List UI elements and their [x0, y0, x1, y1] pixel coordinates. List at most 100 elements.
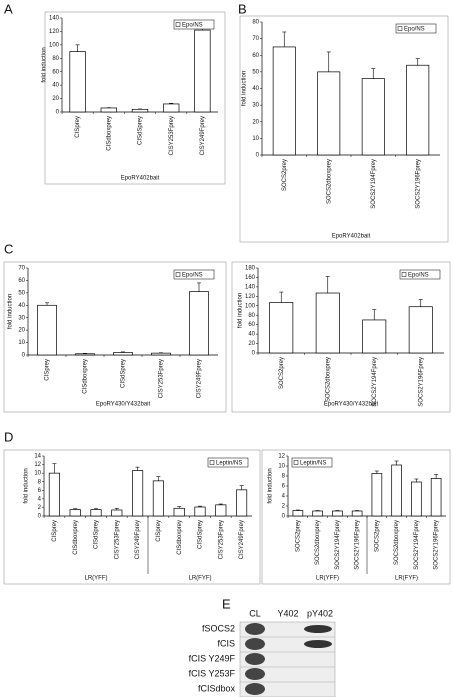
blot-row: fCIS Y253F: [189, 668, 236, 678]
bar: [361, 78, 385, 156]
y-tick-label: 0: [252, 351, 256, 357]
bar: [351, 510, 363, 517]
legend-box: [291, 457, 333, 468]
y-tick-label: 2: [38, 505, 42, 511]
legend-label: Leptin/NS: [300, 461, 326, 467]
x-axis-label: EpoRY402bait: [121, 176, 160, 182]
x-tick-label: SOCS2prey: [295, 520, 301, 552]
y-tick-label: 100: [245, 303, 256, 309]
blot-row: fSOCS2: [202, 623, 235, 633]
x-tick-label: SOCS2dboxprey: [325, 357, 331, 402]
y-tick-label: 50: [18, 290, 25, 296]
bar: [315, 292, 340, 354]
legend-box: [173, 19, 215, 30]
y-tick-label: 20: [18, 328, 25, 334]
panel-letter: A: [4, 1, 13, 16]
error-bar: [315, 510, 320, 511]
error-bar: [325, 276, 330, 294]
chart-frame: [3, 261, 227, 413]
bar: [163, 103, 180, 113]
bar: [332, 510, 343, 517]
x-tick-label: SOCS2Y194Fprey: [371, 159, 377, 209]
error-bar: [279, 291, 284, 303]
x-tick-label: CISdboxprey: [106, 116, 112, 151]
error-bar: [295, 509, 300, 511]
band: [304, 640, 332, 648]
x-tick-label: CISdboxprey: [73, 520, 79, 555]
error-bar: [414, 478, 419, 482]
blot-column: Y402: [277, 608, 298, 618]
bar: [151, 352, 171, 356]
x-tick-label: SOCS2Y196Fprey: [434, 520, 440, 570]
panel-letter: D: [4, 429, 13, 444]
bar: [236, 489, 248, 517]
chart-frame: [261, 449, 451, 585]
chart-frame: [231, 261, 451, 413]
x-tick-label: SOCS2prey: [374, 520, 380, 552]
error-bar: [418, 299, 423, 307]
bar: [391, 464, 402, 517]
bar: [430, 478, 442, 517]
bar: [317, 71, 341, 156]
y-tick-label: 10: [252, 136, 259, 142]
x-tick-label: CISY249Fprey: [135, 520, 141, 559]
x-tick-label: CISdSprey: [138, 116, 144, 145]
x-tick-label: CISdboxprey: [83, 359, 89, 394]
error-bar: [326, 51, 331, 72]
panel-letter: B: [238, 1, 247, 16]
y-tick-label: 8: [38, 479, 42, 485]
bar: [48, 472, 60, 517]
band: [304, 625, 332, 633]
y-tick-label: 10: [34, 471, 41, 477]
y-tick-label: 0: [56, 110, 60, 116]
x-tick-label: SOCS2Y196Fprey: [415, 159, 421, 209]
error-bar: [218, 503, 223, 505]
y-tick-label: 160: [245, 275, 256, 281]
y-tick-label: 30: [18, 315, 25, 321]
error-bar: [372, 309, 377, 320]
bar: [111, 509, 123, 517]
y-tick-label: 40: [248, 332, 255, 338]
y-tick-label: 60: [248, 322, 255, 328]
bar: [37, 304, 57, 356]
legend-swatch: [401, 272, 407, 277]
y-tick-label: 0: [22, 353, 26, 359]
error-bar: [197, 282, 201, 292]
bar: [132, 470, 144, 517]
y-tick-label: 20: [248, 341, 255, 347]
bar: [371, 473, 383, 517]
chart-frame: [3, 449, 261, 585]
blot-column: pY402: [307, 608, 333, 618]
y-tick-label: 4: [38, 496, 42, 502]
blot-row: fCIS: [217, 638, 235, 648]
y-tick-label: 70: [18, 266, 25, 272]
y-tick-label: 60: [252, 53, 259, 59]
legend-label: Epo/NS: [404, 27, 425, 33]
band: [245, 638, 265, 650]
y-tick-label: 40: [18, 303, 25, 309]
legend-label: Epo/NS: [408, 273, 429, 279]
group-label: LR(FYF): [395, 576, 418, 582]
legend-box: [207, 457, 249, 468]
y-tick-label: 140: [49, 16, 60, 22]
legend-box: [173, 269, 215, 280]
error-bar: [94, 508, 98, 510]
error-bar: [394, 460, 399, 465]
error-bar: [114, 507, 119, 510]
x-axis-label: EpoRY430/Y432bait: [96, 402, 151, 408]
bar: [194, 29, 211, 113]
panel-letter: C: [4, 241, 13, 256]
error-bar: [135, 466, 140, 471]
error-bar: [198, 505, 202, 507]
y-tick-label: 12: [278, 454, 285, 460]
y-tick-label: 40: [52, 83, 59, 89]
legend-label: Epo/NS: [182, 23, 203, 29]
y-tick-label: 60: [52, 69, 59, 75]
legend-swatch: [175, 22, 181, 27]
bar: [69, 509, 81, 517]
band: [245, 668, 265, 680]
x-tick-label: CISdSprey: [94, 520, 100, 549]
error-bar: [156, 476, 161, 481]
x-tick-label: SOCS2dboxprey: [326, 159, 332, 204]
